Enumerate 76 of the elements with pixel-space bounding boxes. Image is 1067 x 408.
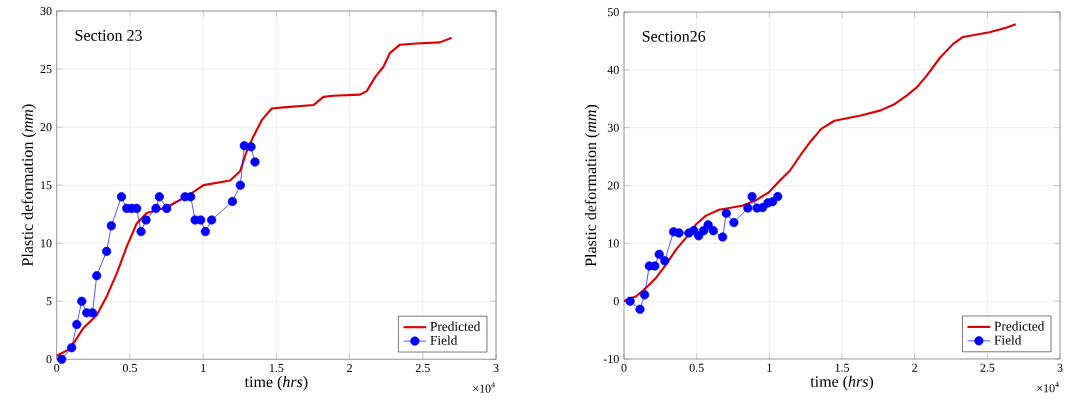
y-tick-label: 50	[607, 8, 619, 17]
point	[640, 290, 650, 300]
point	[154, 192, 164, 202]
y-tick-label: 30	[40, 6, 52, 16]
y-tick-label: 5	[46, 297, 52, 306]
x-tick-label: 0.5	[122, 364, 137, 373]
y-tick-label: 10	[41, 239, 52, 248]
y-tick-label: -10	[603, 354, 619, 364]
point	[773, 191, 783, 202]
x-tick-label: 1.5	[269, 364, 284, 373]
point	[162, 203, 172, 213]
point	[650, 261, 660, 271]
annotation: Section26	[642, 30, 706, 42]
x-tick-label: 0.5	[689, 363, 704, 372]
point	[743, 203, 753, 213]
text: ×10$^{4}$	[1037, 381, 1059, 393]
x-axis-title: time (hrs)	[244, 375, 308, 391]
y-tick-label: 20	[607, 181, 619, 190]
x-axis-title: time (hrs)	[810, 375, 874, 391]
x-tick-label: 1	[767, 363, 772, 372]
point	[106, 221, 116, 231]
text: ×10$^{4}$	[473, 382, 495, 393]
legend-label: Predicted	[994, 321, 1045, 331]
point	[196, 215, 206, 225]
point	[718, 232, 728, 242]
x-tick-label: 0	[54, 364, 60, 373]
annotation: Section 23	[75, 30, 142, 41]
point	[660, 256, 670, 266]
point	[625, 296, 635, 306]
y-tick-label: 0	[613, 297, 619, 306]
legend-label: Field	[994, 335, 1022, 345]
point	[227, 196, 238, 207]
point	[57, 354, 67, 364]
point	[67, 343, 77, 353]
x-tick-label: 1	[201, 364, 206, 372]
point	[141, 215, 151, 225]
point	[747, 191, 757, 202]
y-axis-title: Plastic deformation (mm)	[584, 104, 600, 267]
point	[102, 246, 112, 256]
x-tick-label: 2	[347, 364, 352, 372]
point	[136, 226, 146, 237]
x-tick-label: 1.5	[835, 363, 850, 372]
y-tick-label: 30	[607, 123, 619, 132]
y-tick-label: 10	[608, 239, 619, 248]
x-tick-label: 2.5	[415, 364, 430, 373]
point	[721, 208, 731, 218]
point	[151, 203, 161, 213]
point	[200, 226, 210, 237]
point	[186, 192, 196, 202]
legend-label: Field	[430, 335, 458, 345]
x-tick-label: 2.5	[980, 363, 995, 372]
point	[708, 226, 718, 236]
y-tick-label: 40	[607, 65, 619, 74]
y-tick-label: 15	[41, 181, 52, 190]
point	[116, 192, 127, 202]
point	[703, 220, 713, 230]
point	[246, 142, 256, 152]
point	[235, 180, 245, 190]
x-tick-label: 3	[493, 364, 499, 373]
point	[72, 319, 82, 330]
y-tick-label: 25	[40, 65, 52, 74]
point	[635, 304, 645, 314]
x-tick-label: 0	[621, 363, 627, 372]
point	[654, 249, 664, 259]
point	[77, 296, 87, 306]
point	[92, 271, 102, 281]
point	[207, 215, 217, 225]
point	[729, 217, 739, 228]
point	[250, 157, 260, 167]
y-axis-title: Plastic deformation (mm)	[21, 104, 37, 267]
x-tick-label: 2	[912, 363, 918, 372]
y-tick-label: 20	[40, 123, 52, 132]
point	[674, 228, 684, 238]
y-tick-label: 0	[46, 355, 52, 364]
legend-label: Predicted	[430, 321, 481, 331]
x-tick-label: 3	[1057, 363, 1063, 372]
